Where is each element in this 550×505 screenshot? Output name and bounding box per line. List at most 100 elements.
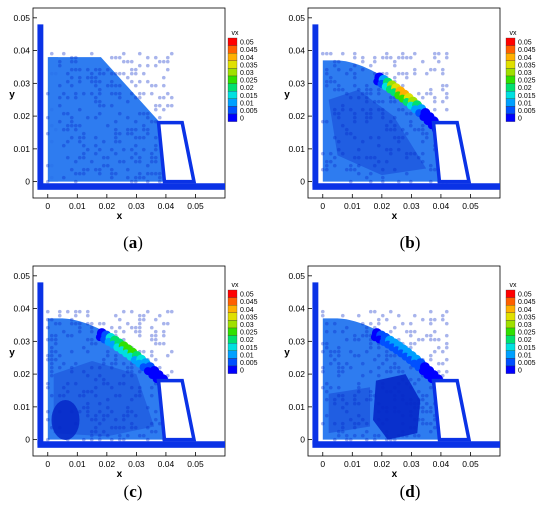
legend-swatch xyxy=(228,313,237,321)
legend-swatch xyxy=(228,298,237,306)
x-tick-label: 0.01 xyxy=(344,459,361,469)
y-tick-label: 0.05 xyxy=(288,271,305,281)
legend-label: 0.005 xyxy=(518,108,536,115)
y-tick-label: 0.01 xyxy=(288,144,305,154)
legend-label: 0.035 xyxy=(518,314,536,321)
x-tick-label: 0.03 xyxy=(128,459,145,469)
panel-b: 0 0.01 0.02 0.03 0.04 0.0500.010.020.030.040.… xyxy=(284,8,535,252)
panel-label-letter: b xyxy=(405,233,414,252)
y-tick-label: 0 xyxy=(300,435,305,445)
legend-label: 0 xyxy=(240,368,244,375)
legend-label: 0.005 xyxy=(240,108,258,115)
legend-label: 0.015 xyxy=(240,93,258,100)
legend-label: 0.04 xyxy=(240,307,254,314)
y-tick-label: 0.04 xyxy=(288,304,305,314)
legend-label: 0.045 xyxy=(518,299,536,306)
x-tick-label: 0.02 xyxy=(99,201,116,211)
legend-label: 0.03 xyxy=(518,322,532,329)
legend-label: 0.045 xyxy=(518,47,536,54)
y-tick-label: 0.02 xyxy=(13,369,30,379)
legend-title: vx xyxy=(510,30,518,37)
x-tick-label: 0.01 xyxy=(344,201,361,211)
y-tick-label: 0.03 xyxy=(13,336,30,346)
y-tick-label: 0.04 xyxy=(288,46,305,56)
y-tick-label: 0 xyxy=(25,177,30,187)
panel-label: (b) xyxy=(400,233,421,252)
legend-label: 0.01 xyxy=(518,352,532,359)
x-tick-label: 0.05 xyxy=(187,201,204,211)
legend-swatch xyxy=(228,84,237,92)
legend-swatch xyxy=(228,351,237,359)
panel-a: 0 0.01 0.02 0.03 0.04 0.0500.010.020.030.040.… xyxy=(9,8,257,252)
x-tick-label: 0 xyxy=(45,459,50,469)
legend-swatch xyxy=(506,290,515,298)
x-tick-label: 0.01 xyxy=(69,201,86,211)
legend-swatch xyxy=(506,53,515,61)
legend-label: 0 xyxy=(518,116,522,123)
legend-swatch xyxy=(228,99,237,107)
legend-label: 0.045 xyxy=(240,299,258,306)
legend-swatch xyxy=(506,114,515,122)
legend-swatch xyxy=(506,46,515,54)
legend-swatch xyxy=(506,366,515,374)
legend-swatch xyxy=(506,305,515,313)
legend-swatch xyxy=(506,351,515,359)
x-tick-label: 0.04 xyxy=(433,201,450,211)
legend-swatch xyxy=(506,298,515,306)
x-tick-label: 0.04 xyxy=(158,201,175,211)
legend-label: 0.015 xyxy=(518,345,536,352)
legend-label: 0.05 xyxy=(240,292,254,299)
legend-swatch xyxy=(228,76,237,84)
y-tick-label: 0.03 xyxy=(288,78,305,88)
legend-swatch xyxy=(506,320,515,328)
x-tick-label: 0 xyxy=(320,459,325,469)
legend-swatch xyxy=(228,305,237,313)
legend-label: 0.035 xyxy=(240,314,258,321)
slow-zone-b xyxy=(329,387,370,433)
legend-label: 0.035 xyxy=(240,62,258,69)
floor xyxy=(312,183,500,190)
legend-swatch xyxy=(506,328,515,336)
legend-label: 0.015 xyxy=(240,345,258,352)
legend-swatch xyxy=(228,61,237,69)
left-wall xyxy=(37,282,43,444)
legend-label: 0.025 xyxy=(518,330,536,337)
x-tick-label: 0 xyxy=(45,201,50,211)
legend-swatch xyxy=(228,290,237,298)
legend-swatch xyxy=(506,68,515,76)
legend-swatch xyxy=(228,38,237,46)
legend-swatch xyxy=(228,68,237,76)
legend-swatch xyxy=(506,313,515,321)
y-axis-label: y xyxy=(9,89,15,100)
y-axis-label: y xyxy=(284,347,290,358)
y-tick-label: 0.03 xyxy=(288,336,305,346)
y-tick-label: 0.04 xyxy=(13,46,30,56)
x-tick-label: 0.02 xyxy=(99,459,116,469)
legend-label: 0.01 xyxy=(240,352,254,359)
legend: vx0.050.0450.040.0350.030.0250.020.0150.… xyxy=(506,30,536,123)
legend-label: 0 xyxy=(518,368,522,375)
legend-swatch xyxy=(228,91,237,99)
legend-label: 0.05 xyxy=(240,40,254,47)
floor xyxy=(37,183,225,190)
x-axis-label: x xyxy=(392,469,398,480)
legend-label: 0.02 xyxy=(518,337,532,344)
y-tick-label: 0 xyxy=(300,177,305,187)
fluid-column xyxy=(49,57,58,181)
legend-swatch xyxy=(506,38,515,46)
legend-title: vx xyxy=(232,282,240,289)
left-wall xyxy=(312,282,318,444)
legend-swatch xyxy=(506,61,515,69)
legend-label: 0.02 xyxy=(240,337,254,344)
y-tick-label: 0.01 xyxy=(13,402,30,412)
legend-label: 0.02 xyxy=(518,85,532,92)
x-axis-label: x xyxy=(117,211,123,222)
panel-label: (d) xyxy=(400,482,421,501)
legend-label: 0.045 xyxy=(240,47,258,54)
legend-swatch xyxy=(506,91,515,99)
legend-swatch xyxy=(506,358,515,366)
legend-swatch xyxy=(228,343,237,351)
legend-title: vx xyxy=(232,30,240,37)
x-tick-label: 0.03 xyxy=(403,201,420,211)
y-tick-label: 0.02 xyxy=(288,111,305,121)
